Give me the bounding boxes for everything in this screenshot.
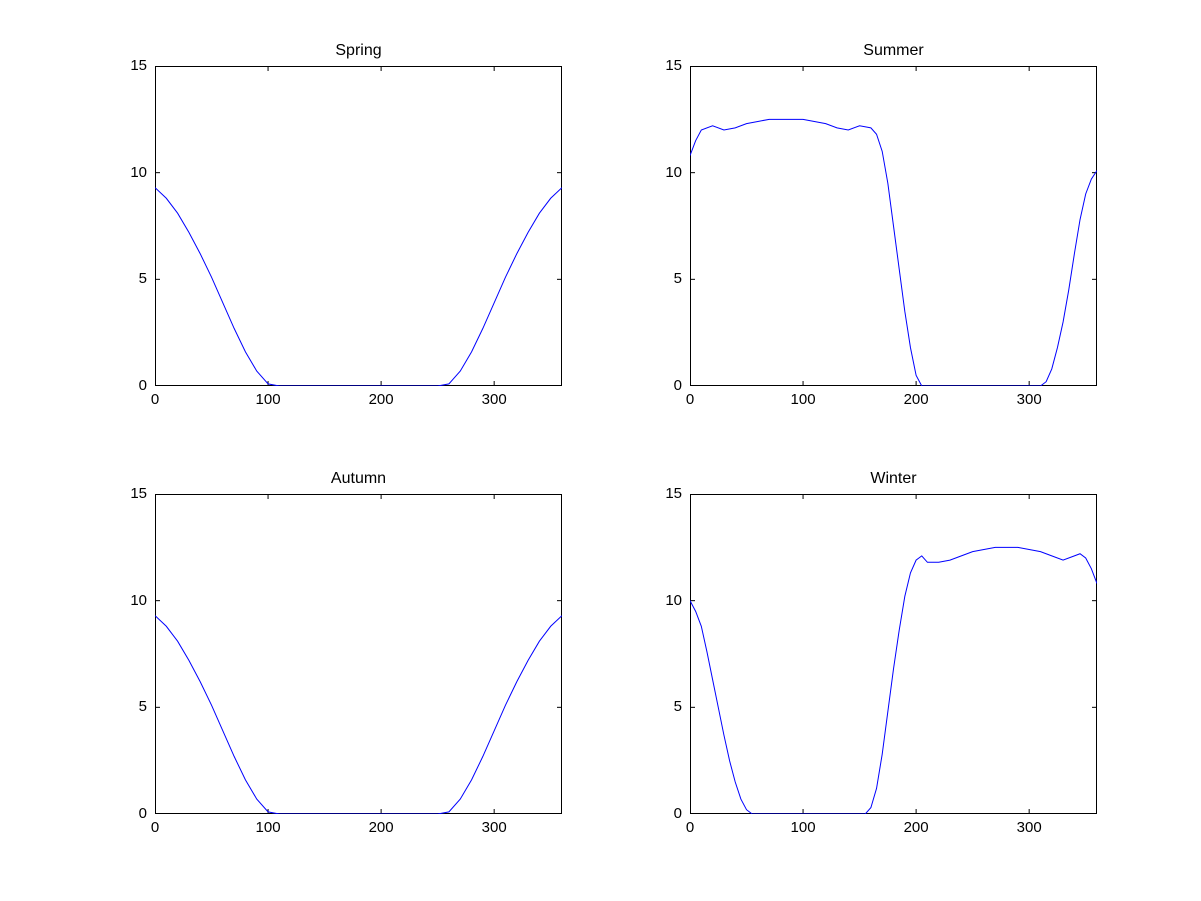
x-tick-label: 300 — [1009, 819, 1049, 836]
x-tick-label: 100 — [248, 391, 288, 408]
chart-plot-area — [155, 494, 562, 814]
chart-plot-area — [690, 494, 1097, 814]
x-tick-label: 200 — [361, 819, 401, 836]
data-line — [155, 188, 562, 386]
figure: Spring0100200300051015Summer010020030005… — [0, 0, 1201, 901]
y-tick-label: 0 — [652, 805, 682, 822]
x-tick-label: 300 — [1009, 391, 1049, 408]
data-line — [155, 616, 562, 814]
data-line — [690, 547, 1097, 814]
y-tick-label: 0 — [652, 377, 682, 394]
chart-panel-spring: Spring0100200300051015 — [155, 66, 562, 386]
x-tick-label: 200 — [896, 391, 936, 408]
y-tick-label: 15 — [117, 485, 147, 502]
y-tick-label: 10 — [652, 164, 682, 181]
y-tick-label: 5 — [652, 698, 682, 715]
chart-title: Summer — [690, 42, 1097, 60]
chart-title: Winter — [690, 470, 1097, 488]
x-tick-label: 300 — [474, 391, 514, 408]
y-tick-label: 10 — [652, 592, 682, 609]
y-tick-label: 0 — [117, 805, 147, 822]
chart-panel-autumn: Autumn0100200300051015 — [155, 494, 562, 814]
y-tick-label: 10 — [117, 592, 147, 609]
chart-title: Autumn — [155, 470, 562, 488]
axes-box — [156, 495, 562, 814]
y-tick-label: 15 — [117, 57, 147, 74]
y-tick-label: 15 — [652, 485, 682, 502]
chart-plot-area — [155, 66, 562, 386]
axes-box — [691, 495, 1097, 814]
chart-panel-summer: Summer0100200300051015 — [690, 66, 1097, 386]
y-tick-label: 5 — [652, 270, 682, 287]
x-tick-label: 100 — [783, 391, 823, 408]
x-tick-label: 200 — [896, 819, 936, 836]
y-tick-label: 15 — [652, 57, 682, 74]
chart-plot-area — [690, 66, 1097, 386]
x-tick-label: 300 — [474, 819, 514, 836]
x-tick-label: 200 — [361, 391, 401, 408]
y-tick-label: 5 — [117, 270, 147, 287]
x-tick-label: 100 — [248, 819, 288, 836]
axes-box — [156, 67, 562, 386]
chart-panel-winter: Winter0100200300051015 — [690, 494, 1097, 814]
data-line — [690, 119, 1097, 386]
y-tick-label: 0 — [117, 377, 147, 394]
x-tick-label: 100 — [783, 819, 823, 836]
y-tick-label: 10 — [117, 164, 147, 181]
chart-title: Spring — [155, 42, 562, 60]
y-tick-label: 5 — [117, 698, 147, 715]
